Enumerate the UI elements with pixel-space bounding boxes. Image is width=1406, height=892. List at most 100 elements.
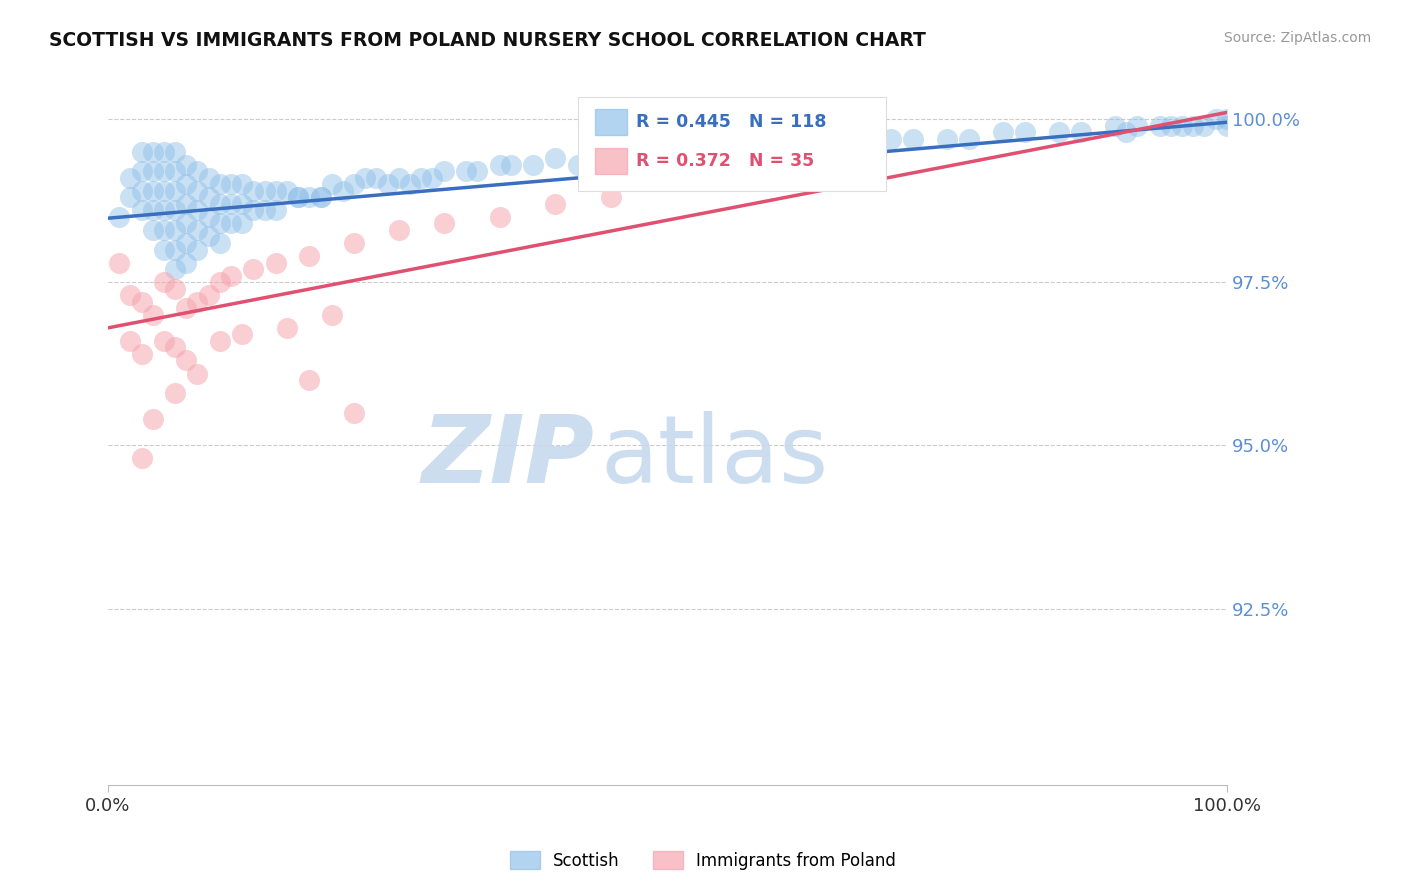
Point <box>219 268 242 283</box>
Point <box>165 223 187 237</box>
Point <box>1126 119 1149 133</box>
Point <box>1216 112 1239 126</box>
Point <box>332 184 354 198</box>
Point <box>343 178 366 192</box>
Point <box>321 308 343 322</box>
Point <box>745 138 768 153</box>
Point <box>131 294 153 309</box>
Point <box>600 151 623 165</box>
Point <box>176 255 198 269</box>
Point <box>153 223 176 237</box>
Point <box>208 235 231 250</box>
Point <box>120 170 142 185</box>
Point <box>354 170 377 185</box>
Point <box>131 203 153 218</box>
Text: ZIP: ZIP <box>422 410 595 502</box>
Point <box>219 197 242 211</box>
Point <box>1014 125 1036 139</box>
Point <box>120 190 142 204</box>
Point <box>1171 119 1194 133</box>
Point <box>1104 119 1126 133</box>
Point <box>186 367 208 381</box>
Point <box>131 347 153 361</box>
Point <box>388 223 411 237</box>
Point <box>1182 119 1205 133</box>
Point <box>131 184 153 198</box>
Point <box>176 353 198 368</box>
Point <box>309 190 332 204</box>
Point <box>422 170 444 185</box>
Point <box>957 131 980 145</box>
Point <box>131 164 153 178</box>
Point <box>991 125 1014 139</box>
Point <box>153 184 176 198</box>
Point <box>131 145 153 159</box>
Point <box>142 223 165 237</box>
Point <box>1047 125 1070 139</box>
Point <box>399 178 422 192</box>
Point <box>176 178 198 192</box>
Point <box>578 151 600 165</box>
Point <box>153 164 176 178</box>
Point <box>287 190 309 204</box>
Point <box>880 131 903 145</box>
Point <box>801 138 824 153</box>
Point <box>208 216 231 230</box>
Point <box>264 203 287 218</box>
Point <box>165 145 187 159</box>
Point <box>219 216 242 230</box>
Point <box>858 131 880 145</box>
Point <box>142 308 165 322</box>
Point <box>176 216 198 230</box>
Text: R = 0.372   N = 35: R = 0.372 N = 35 <box>636 153 814 170</box>
Point <box>108 210 131 224</box>
Point <box>253 203 276 218</box>
Point <box>936 131 959 145</box>
Point <box>612 151 634 165</box>
FancyBboxPatch shape <box>595 148 627 174</box>
Point <box>1070 125 1092 139</box>
Point <box>186 243 208 257</box>
Point <box>231 178 253 192</box>
Point <box>433 216 456 230</box>
Point <box>253 184 276 198</box>
Point <box>634 145 657 159</box>
Point <box>488 158 510 172</box>
Point <box>142 184 165 198</box>
Point <box>231 216 253 230</box>
Point <box>343 235 366 250</box>
Point <box>488 210 510 224</box>
Point <box>165 386 187 401</box>
Point <box>903 131 925 145</box>
Point <box>142 164 165 178</box>
Point <box>142 203 165 218</box>
Point <box>242 203 264 218</box>
Point <box>153 334 176 348</box>
Legend: Scottish, Immigrants from Poland: Scottish, Immigrants from Poland <box>503 845 903 877</box>
Point <box>824 131 846 145</box>
Point <box>153 243 176 257</box>
Point <box>176 197 198 211</box>
Point <box>108 255 131 269</box>
Point <box>120 334 142 348</box>
Point <box>711 145 734 159</box>
Point <box>165 184 187 198</box>
Point <box>668 145 690 159</box>
Point <box>197 288 219 302</box>
Point <box>411 170 433 185</box>
Point <box>153 145 176 159</box>
Point <box>499 158 522 172</box>
Point <box>645 145 668 159</box>
Point <box>1194 119 1216 133</box>
Point <box>309 190 332 204</box>
Point <box>208 275 231 289</box>
Point <box>186 164 208 178</box>
Point <box>465 164 488 178</box>
Point <box>388 170 411 185</box>
Point <box>176 158 198 172</box>
Text: R = 0.445   N = 118: R = 0.445 N = 118 <box>636 113 827 131</box>
Point <box>589 151 612 165</box>
Point <box>120 288 142 302</box>
Point <box>231 327 253 342</box>
Point <box>165 164 187 178</box>
